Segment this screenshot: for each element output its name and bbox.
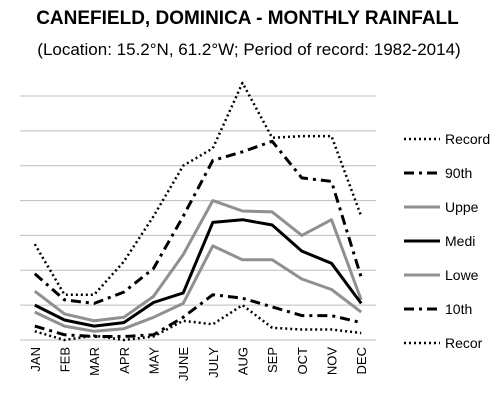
- legend-label: Recor: [445, 335, 483, 351]
- legend-label: Uppe: [445, 199, 479, 215]
- chart-title: CANEFIELD, DOMINICA - MONTHLY RAINFALL: [36, 8, 459, 29]
- x-tick-label: DEC: [354, 347, 369, 374]
- chart-subtitle: (Location: 15.2°N, 61.2°W; Period of rec…: [37, 40, 461, 59]
- legend: Record 90th Uppe Medi Lowe 10th Recor: [404, 131, 490, 351]
- x-tick-label: JULY: [206, 347, 221, 378]
- legend-label: Lowe: [445, 267, 479, 283]
- series-line-2: [33, 139, 363, 305]
- x-tick-label: JAN: [28, 347, 43, 372]
- legend-label: 10th: [445, 301, 472, 317]
- x-tick-label: JUNE: [176, 347, 191, 381]
- x-tick-label: MAR: [87, 347, 102, 376]
- legend-label: 90th: [445, 165, 472, 181]
- series-line-4: [34, 218, 363, 328]
- series-line-3: [33, 199, 363, 323]
- x-tick-label: APR: [117, 347, 132, 374]
- grid-layer: [20, 95, 376, 341]
- x-tick-label: AUG: [236, 347, 251, 375]
- legend-label: Medi: [445, 233, 475, 249]
- x-tick-label: FEB: [58, 347, 73, 372]
- series-line-7: [34, 303, 362, 342]
- x-tick-label: NOV: [325, 347, 340, 376]
- x-tick-label: OCT: [295, 347, 310, 375]
- x-tick-label: SEP: [265, 347, 280, 373]
- legend-label: Record: [445, 131, 490, 147]
- series-line-5: [34, 244, 363, 333]
- x-tick-label: MAY: [147, 347, 162, 375]
- x-axis: JAN FEB MAR APR MAY JUNE JULY AUG SEP OCT NOV DEC: [28, 347, 369, 381]
- series-layer: [33, 81, 363, 342]
